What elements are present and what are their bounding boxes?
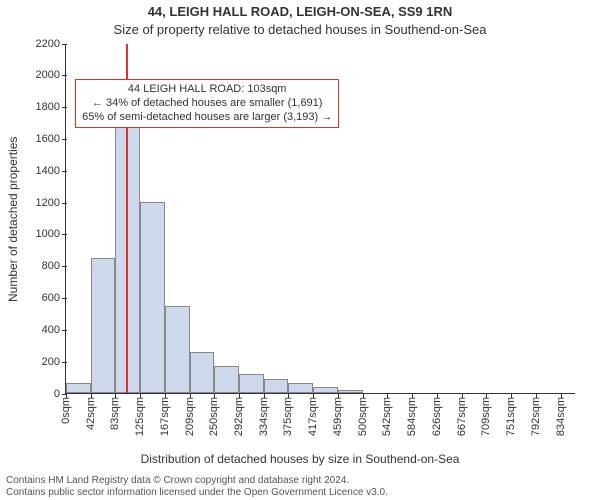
- y-tick: 1200: [36, 197, 66, 209]
- y-tick: 800: [42, 260, 66, 272]
- x-tick-label: 0sqm: [60, 393, 72, 424]
- y-tick: 1000: [36, 228, 66, 240]
- footer-line1: Contains HM Land Registry data © Crown c…: [6, 475, 594, 487]
- histogram-bar: [190, 352, 214, 393]
- x-tick-label: 667sqm: [456, 393, 468, 436]
- x-tick-label: 334sqm: [258, 393, 270, 436]
- histogram-bar: [140, 202, 165, 393]
- x-tick-label: 375sqm: [282, 393, 294, 436]
- histogram-bar: [66, 383, 91, 393]
- x-tick-label: 542sqm: [381, 393, 393, 436]
- x-tick-label: 751sqm: [505, 393, 517, 436]
- y-axis-label: Number of detached properties: [6, 136, 20, 301]
- footer-attribution: Contains HM Land Registry data © Crown c…: [6, 475, 594, 498]
- x-tick-label: 709sqm: [480, 393, 492, 436]
- annotation-box: 44 LEIGH HALL ROAD: 103sqm ← 34% of deta…: [75, 79, 339, 128]
- x-tick-label: 626sqm: [431, 393, 443, 436]
- histogram-bar: [288, 383, 313, 393]
- histogram-bar: [91, 258, 115, 393]
- x-tick-label: 500sqm: [357, 393, 369, 436]
- y-tick: 1800: [36, 101, 66, 113]
- histogram-bar: [239, 374, 264, 393]
- x-tick-label: 292sqm: [233, 393, 245, 436]
- x-tick-label: 250sqm: [208, 393, 220, 436]
- x-tick-label: 792sqm: [530, 393, 542, 436]
- x-tick-label: 584sqm: [406, 393, 418, 436]
- x-tick-label: 459sqm: [332, 393, 344, 436]
- x-tick-label: 42sqm: [85, 393, 97, 430]
- histogram-bar: [264, 379, 288, 393]
- x-tick-label: 209sqm: [184, 393, 196, 436]
- x-axis-label: Distribution of detached houses by size …: [0, 452, 600, 466]
- chart-title-line2: Size of property relative to detached ho…: [0, 22, 600, 37]
- x-tick-label: 167sqm: [159, 393, 171, 436]
- histogram-bar: [165, 306, 190, 394]
- chart-title-line1: 44, LEIGH HALL ROAD, LEIGH-ON-SEA, SS9 1…: [0, 4, 600, 19]
- x-tick-label: 417sqm: [307, 393, 319, 436]
- x-tick-label: 83sqm: [109, 393, 121, 430]
- y-tick: 1600: [36, 133, 66, 145]
- y-tick: 600: [42, 292, 66, 304]
- annotation-line3: 65% of semi-detached houses are larger (…: [82, 111, 332, 125]
- y-tick: 2000: [36, 69, 66, 81]
- y-tick: 400: [42, 324, 66, 336]
- x-tick-label: 834sqm: [555, 393, 567, 436]
- y-tick: 1400: [36, 165, 66, 177]
- chart-plot-area: 44 LEIGH HALL ROAD: 103sqm ← 34% of deta…: [65, 44, 575, 394]
- x-tick-label: 125sqm: [134, 393, 146, 436]
- y-tick: 2200: [36, 38, 66, 50]
- annotation-line2: ← 34% of detached houses are smaller (1,…: [82, 97, 332, 111]
- histogram-bar: [214, 366, 239, 393]
- annotation-line1: 44 LEIGH HALL ROAD: 103sqm: [82, 83, 332, 97]
- footer-line2: Contains public sector information licen…: [6, 487, 594, 499]
- y-tick: 200: [42, 356, 66, 368]
